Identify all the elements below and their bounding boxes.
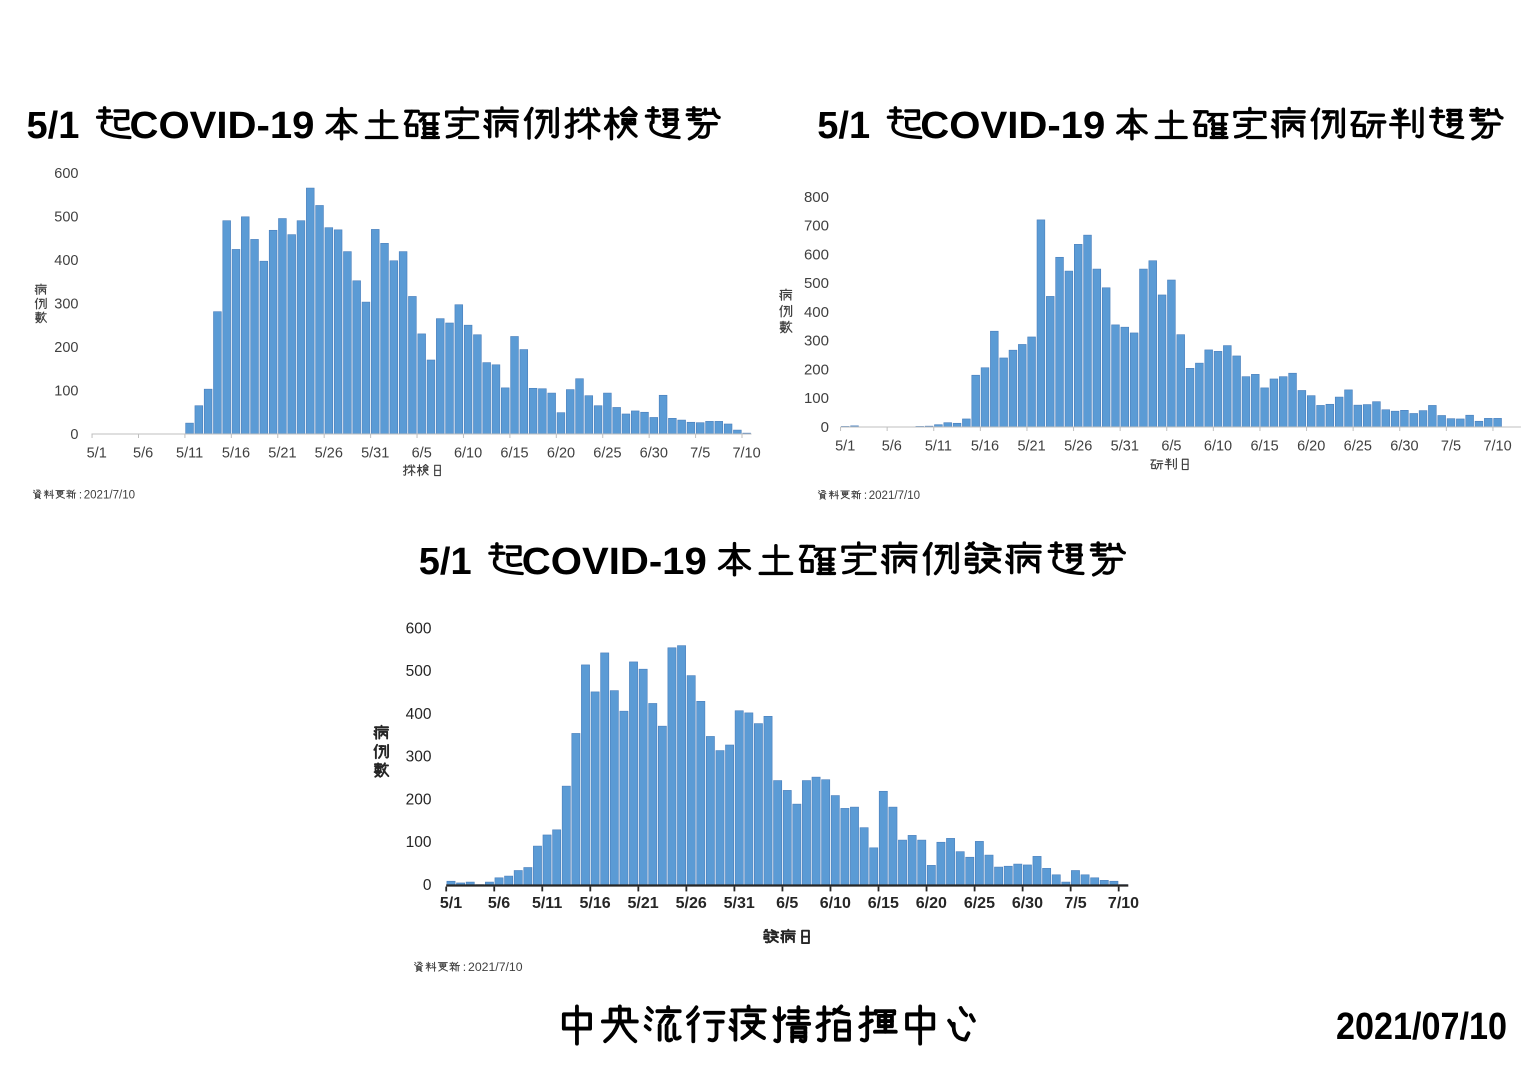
svg-text::: :: [79, 490, 82, 502]
svg-text::: :: [463, 960, 466, 974]
svg-text:5/1: 5/1: [817, 105, 870, 147]
svg-text:COVID-19: COVID-19: [522, 541, 707, 583]
svg-text:5/26: 5/26: [1064, 439, 1092, 455]
svg-text:6/20: 6/20: [916, 895, 947, 912]
svg-text:5/1: 5/1: [419, 541, 472, 583]
svg-text:300: 300: [54, 296, 78, 312]
svg-text:5/6: 5/6: [133, 446, 153, 462]
svg-text:7/10: 7/10: [1108, 895, 1139, 912]
svg-text:300: 300: [406, 749, 432, 766]
svg-text:5/26: 5/26: [315, 446, 343, 462]
svg-text:7/5: 7/5: [690, 446, 710, 462]
svg-text:6/15: 6/15: [500, 446, 528, 462]
svg-text:6/25: 6/25: [964, 895, 995, 912]
svg-text:700: 700: [804, 218, 829, 235]
svg-text:5/21: 5/21: [628, 895, 659, 912]
svg-text:600: 600: [54, 166, 78, 182]
svg-text:5/6: 5/6: [882, 439, 902, 455]
svg-text:COVID-19: COVID-19: [130, 105, 315, 147]
svg-text:2021/07/10: 2021/07/10: [1336, 1006, 1507, 1048]
svg-text:5/1: 5/1: [440, 895, 462, 912]
svg-text:5/31: 5/31: [1111, 439, 1139, 455]
svg-text:5/16: 5/16: [971, 439, 999, 455]
svg-text:0: 0: [821, 419, 829, 436]
svg-text:5/1: 5/1: [27, 105, 80, 147]
svg-text:500: 500: [406, 663, 432, 680]
svg-text:600: 600: [804, 246, 829, 263]
svg-text:7/10: 7/10: [732, 446, 760, 462]
svg-text:2021/7/10: 2021/7/10: [84, 490, 135, 502]
svg-text:6/15: 6/15: [1250, 439, 1278, 455]
svg-text:200: 200: [406, 791, 432, 808]
svg-text:400: 400: [54, 253, 78, 269]
svg-text:0: 0: [70, 427, 78, 443]
svg-text::: :: [864, 490, 867, 502]
svg-text:5/31: 5/31: [724, 895, 755, 912]
svg-text:6/30: 6/30: [640, 446, 668, 462]
svg-text:6/30: 6/30: [1012, 895, 1043, 912]
svg-text:6/10: 6/10: [1204, 439, 1232, 455]
svg-text:5/11: 5/11: [925, 439, 952, 455]
svg-text:6/25: 6/25: [1344, 439, 1372, 455]
svg-text:800: 800: [804, 189, 829, 206]
svg-text:5/21: 5/21: [1017, 439, 1045, 455]
svg-text:COVID-19: COVID-19: [920, 105, 1105, 147]
svg-text:7/10: 7/10: [1483, 439, 1511, 455]
svg-text:6/10: 6/10: [820, 895, 851, 912]
svg-text:6/30: 6/30: [1390, 439, 1418, 455]
svg-text:500: 500: [54, 209, 78, 225]
svg-text:6/25: 6/25: [593, 446, 621, 462]
svg-text:5/31: 5/31: [361, 446, 389, 462]
svg-text:6/5: 6/5: [1161, 439, 1181, 455]
svg-text:6/20: 6/20: [1297, 439, 1325, 455]
svg-text:2021/7/10: 2021/7/10: [869, 490, 920, 502]
svg-text:400: 400: [804, 304, 829, 321]
svg-text:200: 200: [804, 362, 829, 379]
svg-text:5/11: 5/11: [532, 895, 562, 912]
svg-text:6/10: 6/10: [454, 446, 482, 462]
svg-text:5/26: 5/26: [676, 895, 707, 912]
svg-text:600: 600: [406, 620, 432, 637]
svg-text:6/5: 6/5: [412, 446, 432, 462]
svg-text:100: 100: [54, 384, 78, 400]
svg-text:2021/7/10: 2021/7/10: [468, 960, 523, 974]
svg-text:100: 100: [804, 390, 829, 407]
svg-text:5/16: 5/16: [222, 446, 250, 462]
svg-text:5/21: 5/21: [268, 446, 296, 462]
svg-text:6/5: 6/5: [776, 895, 798, 912]
svg-text:6/20: 6/20: [547, 446, 575, 462]
svg-text:5/6: 5/6: [488, 895, 510, 912]
svg-text:500: 500: [804, 275, 829, 292]
svg-text:0: 0: [423, 877, 432, 894]
svg-text:5/16: 5/16: [580, 895, 611, 912]
svg-text:400: 400: [406, 706, 432, 723]
svg-text:5/11: 5/11: [176, 446, 203, 462]
svg-text:7/5: 7/5: [1064, 895, 1086, 912]
svg-text:200: 200: [54, 340, 78, 356]
svg-text:300: 300: [804, 333, 829, 350]
svg-text:6/15: 6/15: [868, 895, 899, 912]
svg-text:5/1: 5/1: [87, 446, 107, 462]
svg-text:100: 100: [406, 834, 432, 851]
svg-text:7/5: 7/5: [1441, 439, 1461, 455]
svg-text:5/1: 5/1: [835, 439, 855, 455]
